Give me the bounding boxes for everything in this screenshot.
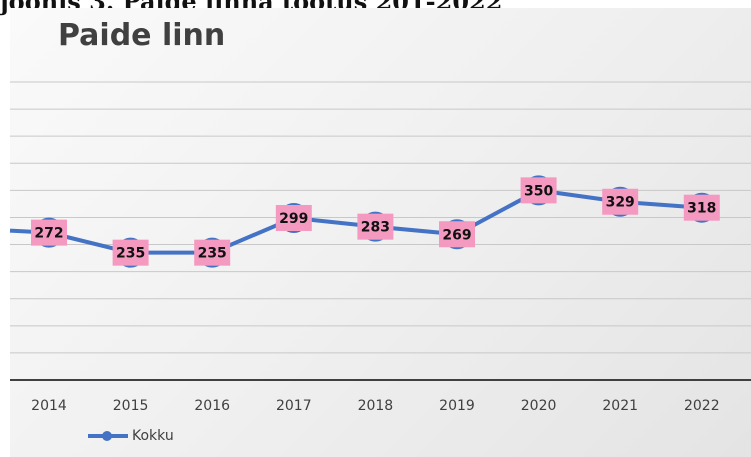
legend: Kokku [88,428,174,444]
data-label: 269 [442,227,471,243]
data-label: 283 [361,220,390,236]
data-label-box [439,221,475,248]
data-label-box [194,239,231,266]
x-tick-label: 2022 [684,398,720,414]
data-label-box [520,177,557,204]
data-label-box [357,213,394,240]
data-label: 235 [116,246,145,262]
legend-label-kokku: Kokku [132,428,174,444]
x-tick-label: 2014 [31,398,67,414]
data-label: 318 [687,201,716,217]
x-tick-label: 2015 [113,398,149,414]
data-label-box [602,188,639,215]
chart-title: Paide linn [58,18,226,53]
data-label-box [112,239,149,266]
data-labels: 272 235 235 299 283 269 350 329 318 [31,177,720,266]
x-tick-label: 2017 [276,398,312,414]
grid-lines [10,81,751,354]
x-tick-label: 2016 [194,398,230,414]
x-tick-label: 2019 [439,398,475,414]
data-label: 272 [34,226,63,242]
data-label-box [275,204,312,231]
legend-line-marker-icon [88,431,128,441]
x-tick-label: 2018 [358,398,394,414]
data-label: 329 [606,195,635,211]
data-label: 235 [198,246,227,262]
data-label: 350 [524,183,553,199]
x-tick-labels: 2014 2015 2016 2017 2018 2019 2020 2021 2022 [31,398,719,414]
series-line-kokku [9,188,702,255]
x-tick-label: 2021 [602,398,638,414]
data-label-box [683,194,720,221]
data-label: 299 [279,211,308,227]
data-label-box [31,219,67,246]
x-tick-label: 2020 [521,398,557,414]
